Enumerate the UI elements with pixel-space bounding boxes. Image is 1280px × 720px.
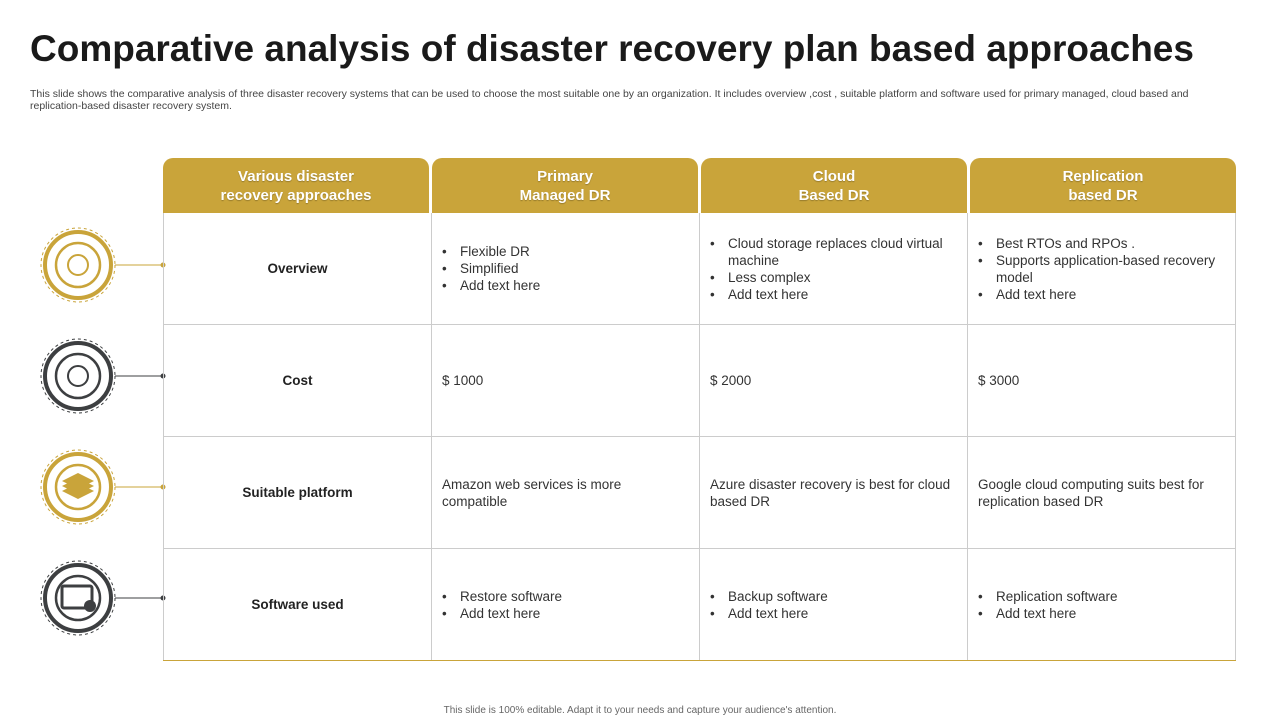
cell: $ 2000 <box>699 325 967 436</box>
cell-text: Azure disaster recovery is best for clou… <box>710 476 951 509</box>
header-line: Managed DR <box>519 186 611 204</box>
bullet-item: Add text here <box>442 605 562 622</box>
subtitle: This slide shows the comparative analysi… <box>30 88 1189 112</box>
bullet-item: Less complex <box>710 269 957 286</box>
cell: $ 3000 <box>967 325 1236 436</box>
header-line: recovery approaches <box>220 186 372 204</box>
cell-text: $ 2000 <box>710 373 752 388</box>
cell: Restore softwareAdd text here <box>431 549 699 660</box>
icons <box>40 227 166 636</box>
bullet-item: Backup software <box>710 588 828 605</box>
table-row: Suitable platform Amazon web services is … <box>163 437 1236 549</box>
cell-text: $ 3000 <box>978 373 1020 388</box>
cell-text: Cost <box>282 373 313 388</box>
icon-part <box>60 584 94 610</box>
table-row: Cost $ 1000 $ 2000 $ 3000 <box>163 325 1236 437</box>
bullet-item: Best RTOs and RPOs . <box>978 235 1225 252</box>
header-line: Various disaster <box>238 167 354 185</box>
title: Comparative analysis of disaster recover… <box>30 28 1194 69</box>
bullet-list: Replication softwareAdd text here <box>978 588 1118 622</box>
bullet-item: Add text here <box>710 286 957 303</box>
table: Various disaster recovery approaches Prima… <box>163 158 1236 661</box>
header-line: Based DR <box>798 186 870 204</box>
bullet-list: Flexible DRSimplifiedAdd text here <box>442 243 540 294</box>
table-row: OverviewFlexible DRSimplifiedAdd text he… <box>163 213 1236 325</box>
icon-part <box>62 473 94 489</box>
icon-part <box>67 365 89 387</box>
bullet-item: Simplified <box>442 260 540 277</box>
cell-text: Google cloud computing suits best for re… <box>978 476 1204 509</box>
cell: Best RTOs and RPOs .Supports application… <box>967 213 1236 324</box>
cell: Cloud storage replaces cloud virtual mac… <box>699 213 967 324</box>
icon-part <box>84 600 96 612</box>
cell: Amazon web services is more compatible <box>431 437 699 548</box>
row-label: Overview <box>163 213 431 324</box>
icon-part <box>54 352 102 400</box>
cell-text: Suitable platform <box>242 485 353 500</box>
cell-text: $ 1000 <box>442 373 484 388</box>
header-line: based DR <box>1068 186 1138 204</box>
cell-text: Software used <box>251 597 344 612</box>
footer: This slide is 100% editable. Adapt it to… <box>443 705 837 716</box>
bullet-item: Flexible DR <box>442 243 540 260</box>
cell: Azure disaster recovery is best for clou… <box>699 437 967 548</box>
header-cell: Replication based DR <box>970 158 1236 213</box>
row-label: Software used <box>163 549 431 660</box>
header-line: Replication <box>1062 167 1144 185</box>
row-label: Cost <box>163 325 431 436</box>
header-cell: Various disaster recovery approaches <box>163 158 429 213</box>
header-cell: Primary Managed DR <box>432 158 698 213</box>
bullet-item: Replication software <box>978 588 1117 605</box>
icon-part <box>54 241 102 289</box>
cell: $ 1000 <box>431 325 699 436</box>
bullet-item: Add text here <box>978 286 1225 303</box>
bullet-item: Cloud storage replaces cloud virtual mac… <box>710 235 957 269</box>
icon-part <box>67 254 89 276</box>
bullet-item: Add text here <box>442 277 540 294</box>
bullet-item: Restore software <box>442 588 562 605</box>
bullet-list: Cloud storage replaces cloud virtual mac… <box>710 235 957 303</box>
header-row: Various disaster recovery approaches Prima… <box>163 158 1236 213</box>
bullet-list: Backup softwareAdd text here <box>710 588 828 622</box>
cell: Backup softwareAdd text here <box>699 549 967 660</box>
header-cell: Cloud Based DR <box>701 158 967 213</box>
bullet-item: Add text here <box>978 605 1118 622</box>
bullet-list: Restore softwareAdd text here <box>442 588 562 622</box>
header-line: Cloud <box>812 167 856 185</box>
table-row: Software usedRestore softwareAdd text he… <box>163 549 1236 661</box>
cell: Flexible DRSimplifiedAdd text here <box>431 213 699 324</box>
bullet-item: Add text here <box>710 605 828 622</box>
bullet-list: Best RTOs and RPOs .Supports application… <box>978 235 1225 303</box>
cell: Google cloud computing suits best for re… <box>967 437 1236 548</box>
cell-text: Overview <box>267 261 328 276</box>
header-line: Primary <box>537 167 593 185</box>
row-label: Suitable platform <box>163 437 431 548</box>
cell-text: Amazon web services is more compatible <box>442 476 622 509</box>
bullet-item: Supports application-based recovery mode… <box>978 252 1225 286</box>
cell: Replication softwareAdd text here <box>967 549 1236 660</box>
